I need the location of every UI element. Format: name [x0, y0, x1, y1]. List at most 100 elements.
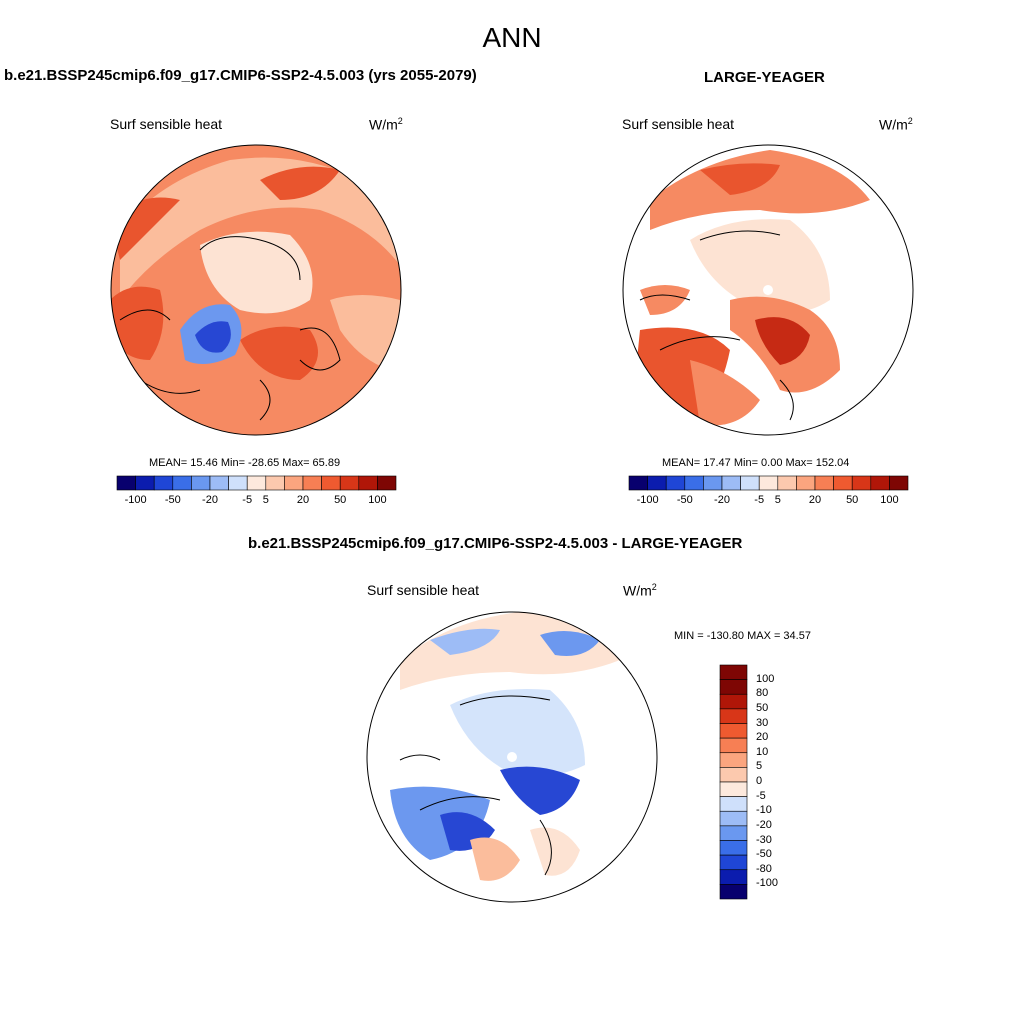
panel2-colorbar-tick-label: 5: [774, 494, 781, 506]
panel3-colorbar-swatch: [719, 810, 748, 827]
panel3-colorbar-tick-label: 20: [756, 731, 769, 744]
map-panel2: [623, 145, 913, 435]
map3-border: [366, 611, 658, 903]
panel1-colorbar-tick-label: 50: [334, 494, 347, 506]
map3-north-blue: [430, 628, 500, 655]
map3-northeast-blue: [540, 631, 600, 656]
panel2-colorbar-swatch: [684, 475, 704, 491]
map3-patch-pale: [530, 827, 580, 876]
panel3-colorbar-tick-label: 5: [756, 760, 763, 773]
panel3-stats: MIN = -130.80 MAX = 34.57: [674, 630, 811, 642]
panel3-variable-label: Surf sensible heat: [367, 582, 480, 598]
panel1-colorbar-swatch: [321, 475, 341, 491]
panel2-colorbar-swatch: [777, 475, 797, 491]
panel1-colorbar-swatch: [191, 475, 211, 491]
map1-greenland-deep-blue: [195, 321, 231, 353]
panel3-colorbar-tick-label: -5: [756, 789, 766, 802]
panel2-colorbar-tick-label: -20: [714, 494, 730, 506]
map1-patch-red-n: [260, 166, 340, 200]
panel3-colorbar-swatch: [719, 679, 748, 695]
panel3-colorbar-swatch: [719, 767, 748, 783]
map1-arctic-ocean: [200, 231, 313, 314]
map2-barents-darkred: [755, 317, 810, 365]
panel1-colorbar-tick-label: -100: [124, 494, 147, 506]
panel3-colorbar-tick-label: 80: [756, 687, 769, 700]
panel1-colorbar-tick-label: 5: [262, 494, 269, 506]
map1-land-pale-band: [120, 157, 401, 300]
panel3-colorbar-tick-label: -100: [756, 877, 779, 890]
panel2-colorbar-swatch: [889, 475, 909, 491]
panel1-colorbar-swatch: [265, 475, 285, 491]
panel2-colorbar-swatch: [851, 475, 872, 491]
panel2-colorbar-tick-label: 50: [846, 494, 859, 506]
panel3-colorbar-tick-label: 0: [756, 775, 763, 787]
panel2-colorbar-swatch: [740, 475, 760, 491]
map3-coastlines: [399, 695, 552, 876]
panel2-colorbar-swatch: [833, 475, 853, 491]
panel1-colorbar-tick-label: -5: [242, 494, 253, 506]
panel3-colorbar-tick-label: -10: [756, 804, 772, 817]
panel3-colorbar-tick-label: 50: [756, 701, 769, 714]
panel3-colorbar-tick-label: 30: [756, 716, 769, 729]
map1-patch-red-center: [240, 326, 318, 380]
panel2-colorbar: [628, 475, 909, 491]
panel1-case-title: b.e21.BSSP245cmip6.f09_g17.CMIP6-SSP2-4.…: [4, 67, 477, 84]
panel1-colorbar-tick-label: -50: [164, 494, 181, 506]
panel3-colorbar-tick-label: -50: [756, 848, 772, 861]
panel3-colorbar-swatch: [719, 693, 748, 710]
panel1-colorbar-swatch: [209, 475, 229, 491]
map3-pole-hole: [507, 752, 517, 762]
panel1-colorbar-swatch: [153, 475, 174, 491]
panel2-colorbar-swatch: [665, 475, 686, 491]
panel2-case-title: LARGE-YEAGER: [704, 69, 825, 86]
map2-labrador-patch: [640, 285, 690, 315]
map1-coastlines: [119, 236, 341, 421]
panel2-colorbar-tick-label: -100: [636, 494, 659, 506]
map1-border: [110, 144, 402, 436]
panel3-colorbar-swatch: [719, 840, 748, 856]
page-title: ANN: [482, 22, 542, 53]
panel1-stats: MEAN= 15.46 Min= -28.65 Max= 65.89: [149, 457, 341, 469]
panel1-colorbar-swatch: [172, 475, 192, 491]
panel3-colorbar-swatch: [719, 825, 748, 841]
panel3-colorbar-tick-label: -20: [756, 818, 772, 831]
panel3-colorbar-swatch: [719, 752, 748, 768]
panel2-colorbar-tick-label: -50: [676, 494, 693, 506]
panel3-colorbar-tick-label: 100: [756, 672, 775, 685]
panel3-case-title: b.e21.BSSP245cmip6.f09_g17.CMIP6-SSP2-4.…: [248, 535, 743, 552]
map2-pole-hole: [763, 285, 773, 295]
panel3-colorbar-tick-label: -30: [756, 833, 772, 846]
panel2-colorbar-tick-label: -5: [754, 494, 765, 506]
panel1-colorbar-swatch: [358, 475, 378, 491]
panel2-stats: MEAN= 17.47 Min= 0.00 Max= 152.04: [662, 457, 850, 469]
panel3-colorbar-swatch: [719, 664, 748, 680]
panel2-colorbar-swatch: [703, 475, 723, 491]
panel3-colorbar-swatch: [719, 737, 748, 754]
panel1-colorbar-swatch: [377, 475, 397, 491]
panel3-colorbar-swatch: [719, 884, 748, 900]
panel2-colorbar-tick-label: 100: [880, 494, 899, 506]
panel2-colorbar-swatch: [814, 475, 834, 491]
panel2-units: W/m2: [879, 116, 913, 133]
panel2-colorbar-swatch: [758, 475, 779, 491]
panel2-colorbar-swatch: [647, 475, 667, 491]
panel2-colorbar-tick-label: 20: [808, 494, 822, 506]
map2-border: [622, 144, 914, 436]
panel2-colorbar-swatch: [796, 475, 816, 491]
panel3-colorbar-swatch: [719, 723, 748, 739]
panel3-colorbar-tick-label: -80: [756, 862, 772, 875]
panel1-colorbar-swatch: [284, 475, 304, 491]
panel3-colorbar-swatch: [719, 796, 748, 812]
map2-arctic-ocean: [690, 219, 830, 314]
panel3-colorbar-swatch: [719, 869, 748, 885]
panel1-colorbar-swatch: [228, 475, 248, 491]
panel1-colorbar-swatch: [339, 475, 360, 491]
panel2-colorbar-swatch: [870, 475, 890, 491]
map2-atlantic-orange: [690, 360, 760, 426]
panel1-units: W/m2: [369, 116, 403, 133]
map1-patch-pale-east: [330, 295, 401, 370]
map-panel3: [367, 612, 657, 902]
panel1-colorbar-swatch: [116, 475, 136, 491]
panel1-colorbar-tick-label: -20: [202, 494, 218, 506]
